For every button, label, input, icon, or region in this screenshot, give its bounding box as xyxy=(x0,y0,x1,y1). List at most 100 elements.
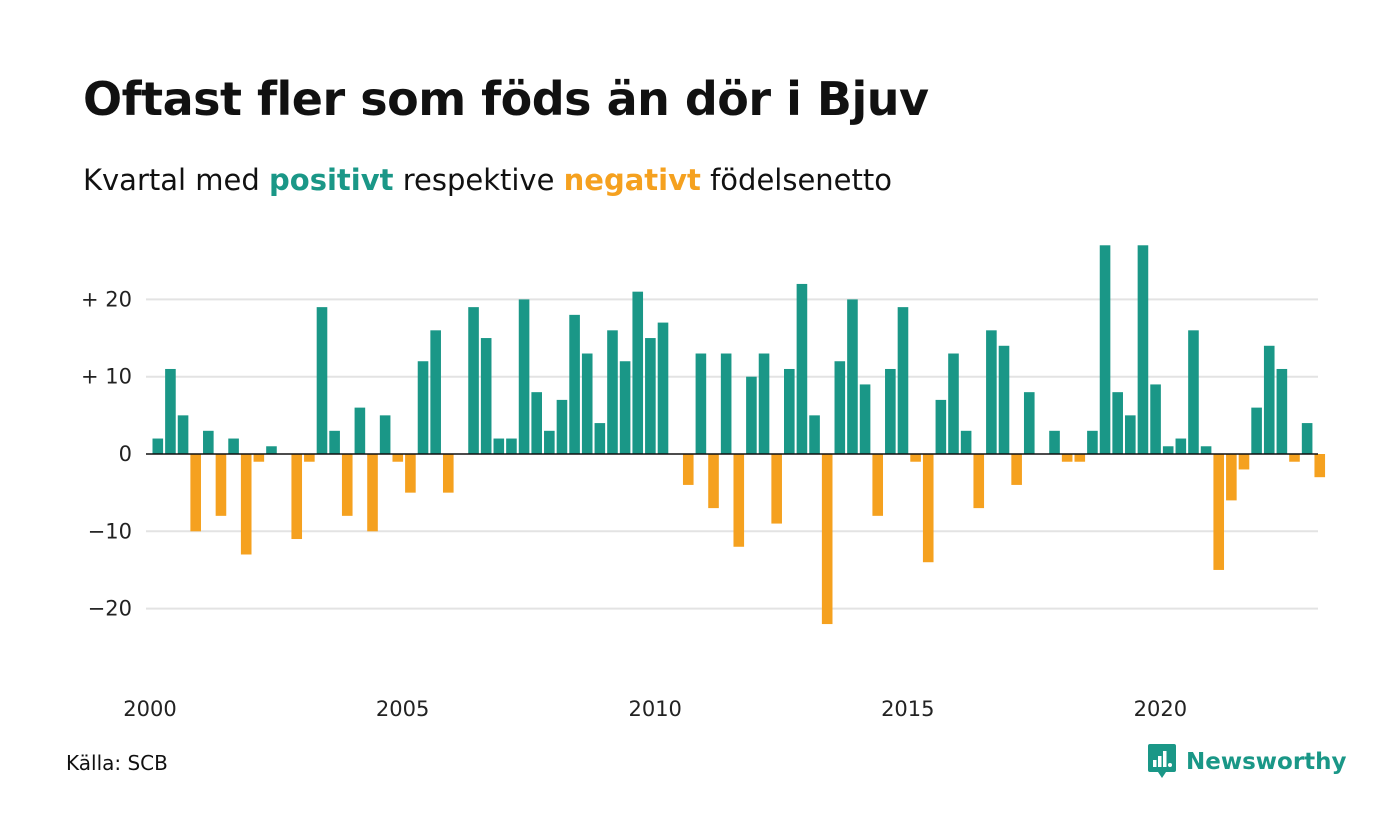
bar xyxy=(998,345,1010,454)
bar xyxy=(885,368,896,454)
bar xyxy=(1011,454,1022,485)
bar-layer xyxy=(152,245,1326,625)
bar xyxy=(1263,345,1275,454)
subtitle-negative-word: negativt xyxy=(563,163,701,197)
bar xyxy=(910,454,921,462)
bar xyxy=(1251,407,1262,454)
y-tick-label: + 10 xyxy=(81,365,132,389)
bar xyxy=(556,399,568,454)
bar xyxy=(253,454,265,462)
bar xyxy=(1289,454,1300,462)
bar xyxy=(708,454,719,509)
bar xyxy=(1049,430,1060,454)
bar xyxy=(607,330,618,454)
bar xyxy=(1099,245,1111,454)
bar xyxy=(1188,330,1199,454)
bar xyxy=(506,438,517,454)
bar xyxy=(405,454,416,493)
bar xyxy=(1061,454,1073,462)
grid-layer xyxy=(146,298,1318,610)
bar xyxy=(1301,423,1313,454)
bar xyxy=(379,415,391,454)
bar xyxy=(341,454,353,516)
bar xyxy=(493,438,505,454)
bar xyxy=(329,430,340,454)
bar xyxy=(784,368,795,454)
bar xyxy=(821,454,833,625)
bar xyxy=(960,430,972,454)
bar xyxy=(392,454,404,462)
bar xyxy=(1226,454,1237,501)
source-note: Källa: SCB xyxy=(66,751,168,775)
x-tick-label: 2010 xyxy=(628,697,681,721)
subtitle-suffix: födelsenetto xyxy=(710,163,892,197)
bar xyxy=(1125,415,1136,454)
bar xyxy=(1276,368,1288,454)
bar xyxy=(518,299,530,454)
bar xyxy=(468,307,479,454)
bar xyxy=(1213,454,1225,570)
bar xyxy=(594,423,606,454)
bar xyxy=(1112,392,1123,454)
chart-title: Oftast fler som föds än dör i Bjuv xyxy=(83,72,929,126)
y-tick-label: + 20 xyxy=(81,287,132,311)
bar xyxy=(796,283,808,454)
bar xyxy=(973,454,985,509)
bar xyxy=(746,376,757,454)
bar xyxy=(1175,438,1187,454)
bar xyxy=(304,454,315,462)
bar xyxy=(922,454,934,563)
chart-subtitle: Kvartal med positivt respektive negativt… xyxy=(83,163,892,197)
x-axis-ticks: 2000 2005 2010 2015 2020 xyxy=(123,697,1187,721)
bar xyxy=(417,361,429,454)
bar xyxy=(834,361,846,454)
bar xyxy=(733,454,745,547)
bar xyxy=(1137,245,1149,454)
y-tick-label: 0 xyxy=(119,442,132,466)
bar xyxy=(228,438,239,454)
bar xyxy=(531,392,542,454)
bar xyxy=(657,322,669,454)
bar xyxy=(1023,392,1035,454)
bar xyxy=(354,407,366,454)
bar xyxy=(240,454,252,555)
bar xyxy=(695,353,707,454)
bar xyxy=(291,454,303,540)
brand-logo: Newsworthy xyxy=(1147,743,1347,781)
bar xyxy=(720,353,732,454)
x-tick-label: 2015 xyxy=(881,697,934,721)
bar xyxy=(165,368,176,454)
bar xyxy=(215,454,227,516)
bar xyxy=(544,430,555,454)
y-tick-label: −20 xyxy=(88,597,132,621)
bar xyxy=(316,307,328,454)
bar xyxy=(758,353,770,454)
bar xyxy=(1314,454,1326,478)
bar xyxy=(1238,454,1250,470)
bar xyxy=(847,299,858,454)
bar xyxy=(619,361,631,454)
bar xyxy=(948,353,959,454)
bar xyxy=(1200,446,1212,454)
bar xyxy=(442,454,454,493)
bar xyxy=(203,430,214,454)
bar xyxy=(430,330,441,454)
bar-chart: + 20 + 10 0 −10 −20 2000 2005 2010 2015 2020 xyxy=(81,245,1326,721)
bar xyxy=(632,291,644,454)
bar xyxy=(1074,454,1086,462)
bar xyxy=(266,446,277,454)
bar xyxy=(935,399,947,454)
bar xyxy=(859,384,871,454)
bar xyxy=(152,438,164,454)
bar xyxy=(897,307,909,454)
x-tick-label: 2020 xyxy=(1134,697,1187,721)
subtitle-prefix: Kvartal med xyxy=(83,163,260,197)
bar xyxy=(771,454,782,524)
bar xyxy=(581,353,593,454)
bar xyxy=(682,454,694,485)
bar xyxy=(177,415,189,454)
subtitle-middle: respektive xyxy=(402,163,555,197)
bar xyxy=(367,454,378,532)
bar xyxy=(986,330,997,454)
